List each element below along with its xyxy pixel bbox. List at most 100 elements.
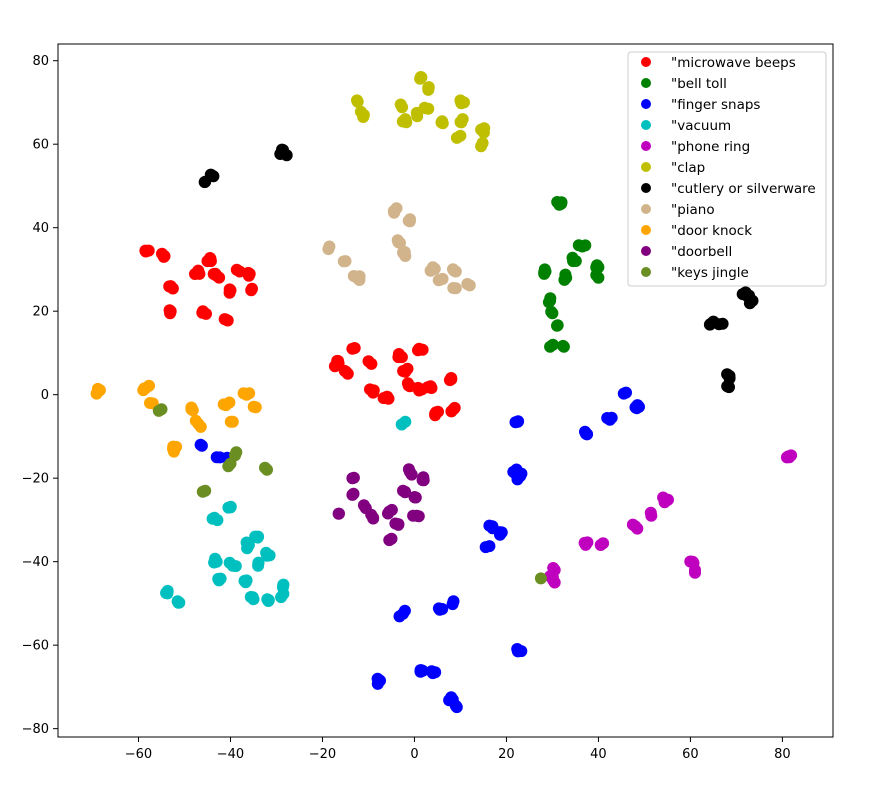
data-point	[590, 269, 603, 282]
legend-entry: "piano	[641, 202, 715, 218]
x-axis: −60 −40 −20 0 20 40 60 80	[125, 737, 791, 762]
data-point	[251, 531, 264, 544]
data-point	[91, 382, 104, 395]
legend-label: "phone ring	[671, 139, 750, 155]
data-point	[436, 272, 449, 285]
data-point	[476, 137, 489, 149]
data-point	[432, 602, 445, 615]
data-point	[408, 491, 421, 504]
data-point	[493, 526, 506, 539]
data-point	[416, 474, 429, 487]
data-point	[597, 537, 610, 550]
data-point	[512, 415, 525, 428]
data-point	[365, 357, 378, 370]
data-point	[244, 591, 257, 603]
data-point	[458, 96, 470, 109]
x-tick-label: 80	[774, 747, 791, 762]
data-point	[239, 576, 252, 589]
data-point	[166, 282, 179, 295]
data-point	[404, 213, 416, 226]
data-point	[277, 579, 290, 591]
data-point	[630, 402, 643, 415]
y-tick-label: 60	[32, 138, 49, 153]
legend-entry: "cutlery or silverware	[641, 181, 816, 197]
data-point	[538, 263, 551, 276]
data-point	[218, 313, 231, 326]
legend-marker	[641, 162, 651, 172]
data-point	[193, 267, 206, 280]
data-point	[223, 286, 236, 299]
data-point	[534, 572, 547, 585]
data-point	[412, 344, 424, 357]
data-point	[260, 546, 273, 559]
x-tick-label: −40	[217, 747, 244, 762]
data-point	[544, 292, 557, 305]
data-point	[337, 255, 350, 268]
legend-entry: "finger snaps	[641, 97, 760, 113]
legend-entry: "phone ring	[641, 139, 750, 155]
data-point	[222, 501, 235, 514]
data-point	[402, 463, 415, 476]
data-point	[204, 252, 216, 264]
data-point	[395, 351, 408, 364]
data-point	[547, 574, 560, 587]
data-point	[211, 514, 224, 527]
data-point	[276, 143, 288, 156]
data-point	[551, 319, 564, 332]
legend-marker	[641, 183, 651, 193]
data-point	[252, 556, 265, 569]
data-points	[90, 71, 798, 714]
data-point	[450, 131, 463, 144]
data-point	[222, 460, 235, 473]
data-point	[164, 307, 177, 320]
legend-marker	[641, 267, 651, 277]
data-point	[631, 522, 644, 535]
series-1	[538, 196, 605, 353]
data-point	[558, 273, 571, 286]
data-point	[348, 342, 361, 354]
data-point	[445, 373, 458, 386]
series-9	[332, 463, 430, 547]
data-point	[347, 471, 360, 484]
y-tick-label: 80	[32, 54, 49, 69]
data-point	[644, 506, 657, 519]
data-point	[195, 439, 208, 452]
data-point	[391, 234, 404, 247]
data-point	[194, 420, 207, 433]
data-point	[689, 566, 701, 579]
data-point	[721, 368, 734, 381]
series-6	[198, 143, 759, 394]
data-point	[223, 556, 236, 569]
data-point	[277, 587, 290, 600]
legend-label: "bell toll	[671, 76, 727, 92]
legend-marker	[641, 120, 651, 130]
series-0	[139, 244, 461, 422]
data-point	[173, 596, 186, 609]
data-point	[569, 255, 582, 267]
legend-label: "cutlery or silverware	[671, 181, 816, 197]
data-point	[557, 339, 569, 352]
data-point	[424, 264, 437, 277]
x-tick-label: 20	[498, 747, 515, 762]
data-point	[436, 117, 449, 130]
data-point	[780, 451, 793, 464]
data-point	[483, 540, 496, 553]
legend-entry: "keys jingle	[641, 265, 749, 281]
data-point	[156, 247, 168, 260]
data-point	[579, 538, 592, 551]
y-tick-label: −80	[22, 722, 49, 737]
series-10	[152, 403, 547, 585]
y-tick-label: −20	[22, 472, 49, 487]
data-point	[396, 101, 409, 114]
data-point	[351, 95, 364, 108]
y-tick-label: 40	[32, 221, 49, 236]
data-point	[429, 409, 442, 422]
legend-entry: "door knock	[641, 223, 752, 239]
data-point	[414, 71, 427, 83]
x-tick-label: −20	[309, 747, 336, 762]
data-point	[448, 401, 461, 414]
data-point	[390, 202, 403, 215]
data-point	[418, 101, 431, 114]
data-point	[333, 507, 345, 520]
